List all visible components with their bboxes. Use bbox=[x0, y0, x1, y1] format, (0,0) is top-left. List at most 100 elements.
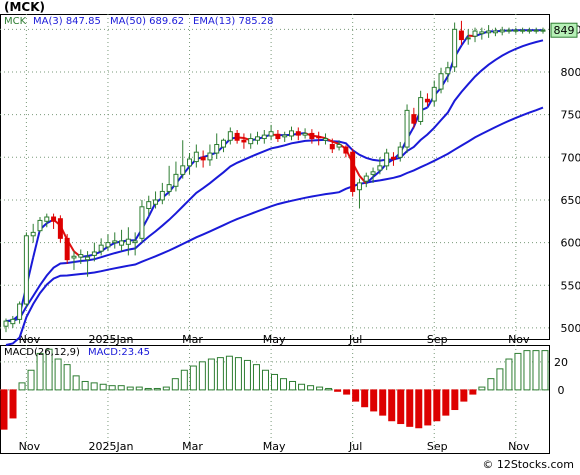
macd-axis-tick-label: 20 bbox=[554, 356, 568, 369]
price-axis-tick-label: 800 bbox=[561, 66, 580, 79]
macd-histogram-bar bbox=[190, 366, 196, 390]
macd-histogram-bar bbox=[10, 390, 16, 418]
candle-body bbox=[480, 32, 484, 34]
macd-histogram-bar bbox=[109, 386, 115, 390]
candle-body bbox=[330, 145, 334, 149]
candle-body bbox=[283, 135, 287, 137]
macd-histogram-bar bbox=[344, 390, 350, 394]
candle-body bbox=[201, 157, 205, 160]
macd-x-tick-label: Jul bbox=[348, 440, 362, 453]
candle-body bbox=[99, 245, 103, 251]
macd-histogram-bar bbox=[488, 379, 494, 390]
candle-body bbox=[113, 241, 117, 243]
macd-x-tick-label: 2025Jan bbox=[88, 440, 133, 453]
candle-body bbox=[276, 134, 280, 138]
macd-histogram-bar bbox=[64, 365, 70, 390]
candle-body bbox=[215, 145, 219, 154]
candle-body bbox=[133, 241, 137, 243]
candle-body bbox=[419, 98, 423, 122]
candle-body bbox=[45, 217, 49, 221]
macd-histogram-bar bbox=[1, 390, 7, 429]
candle-body bbox=[425, 99, 429, 102]
candle-body bbox=[52, 217, 56, 221]
macd-histogram-bar bbox=[362, 390, 368, 407]
candle-body bbox=[262, 135, 266, 138]
candle-body bbox=[31, 232, 35, 235]
macd-histogram-bar bbox=[217, 358, 223, 390]
macd-histogram-bar bbox=[497, 369, 503, 390]
candle-body bbox=[11, 319, 15, 323]
price-x-tick-label: Sep bbox=[427, 333, 448, 346]
candle-body bbox=[106, 243, 110, 247]
candle-body bbox=[466, 38, 470, 39]
macd-histogram-bar bbox=[281, 379, 287, 390]
candle-body bbox=[364, 176, 368, 181]
macd-histogram-bar bbox=[136, 387, 142, 390]
candle-body bbox=[351, 152, 355, 191]
candle-body bbox=[92, 252, 96, 255]
candle-body bbox=[507, 30, 511, 31]
macd-histogram-bar bbox=[181, 370, 187, 390]
macd-histogram-bar bbox=[118, 386, 124, 390]
candle-body bbox=[337, 145, 341, 148]
candle-body bbox=[385, 153, 389, 166]
macd-histogram-bar bbox=[389, 390, 395, 421]
macd-histogram-bar bbox=[398, 390, 404, 424]
macd-histogram-bar bbox=[461, 390, 467, 401]
macd-histogram-bar bbox=[172, 379, 178, 390]
candle-body bbox=[514, 30, 518, 31]
candle-body bbox=[453, 29, 457, 67]
chart-title: (MCK) bbox=[4, 0, 45, 14]
candle-body bbox=[222, 140, 226, 147]
candle-body bbox=[310, 133, 314, 138]
macd-x-tick-label: Sep bbox=[427, 440, 448, 453]
candle-body bbox=[493, 31, 497, 33]
candle-body bbox=[249, 139, 253, 144]
macd-histogram-bar bbox=[37, 353, 43, 389]
macd-histogram-bar bbox=[235, 358, 241, 390]
candle-body bbox=[174, 174, 178, 186]
price-axis-tick-label: 600 bbox=[561, 237, 580, 250]
candle-body bbox=[289, 131, 293, 136]
candle-body bbox=[473, 31, 477, 36]
macd-histogram-bar bbox=[425, 390, 431, 425]
candle-body bbox=[58, 219, 62, 239]
macd-histogram-bar bbox=[542, 351, 548, 390]
candle-body bbox=[344, 147, 348, 153]
macd-histogram-bar bbox=[308, 386, 314, 390]
candle-body bbox=[160, 191, 164, 200]
candle-body bbox=[79, 255, 83, 258]
price-axis-tick-label: 750 bbox=[561, 109, 580, 122]
price-x-tick-label: Nov bbox=[19, 333, 41, 346]
candle-body bbox=[208, 153, 212, 160]
macd-histogram-bar bbox=[533, 351, 539, 390]
macd-histogram-bar bbox=[19, 383, 25, 390]
candle-body bbox=[18, 304, 22, 319]
candle-body bbox=[120, 241, 124, 245]
legend-ema13: EMA(13) 785.28 bbox=[193, 16, 273, 27]
price-x-tick-label: Mar bbox=[182, 333, 203, 346]
candle-body bbox=[167, 185, 171, 192]
candle-body bbox=[296, 132, 300, 135]
candle-body bbox=[65, 238, 69, 259]
candle-body bbox=[398, 147, 402, 157]
macd-histogram-bar bbox=[434, 390, 440, 421]
candle-body bbox=[459, 31, 463, 40]
candle-body bbox=[228, 132, 232, 141]
candle-body bbox=[487, 31, 491, 33]
macd-histogram-bar bbox=[317, 387, 323, 390]
candle-body bbox=[256, 137, 260, 140]
candle-body bbox=[500, 30, 504, 32]
macd-axis-tick-label: 0 bbox=[558, 384, 565, 397]
legend-symbol: MCK bbox=[4, 16, 27, 27]
macd-x-tick-label: Nov bbox=[19, 440, 41, 453]
candle-body bbox=[4, 321, 8, 326]
price-axis-tick-label: 550 bbox=[561, 279, 580, 292]
macd-histogram-bar bbox=[100, 384, 106, 390]
candle-body bbox=[378, 166, 382, 170]
macd-histogram-bar bbox=[244, 360, 250, 389]
candle-body bbox=[38, 220, 42, 230]
legend-ma50: MA(50) 689.62 bbox=[110, 16, 184, 27]
